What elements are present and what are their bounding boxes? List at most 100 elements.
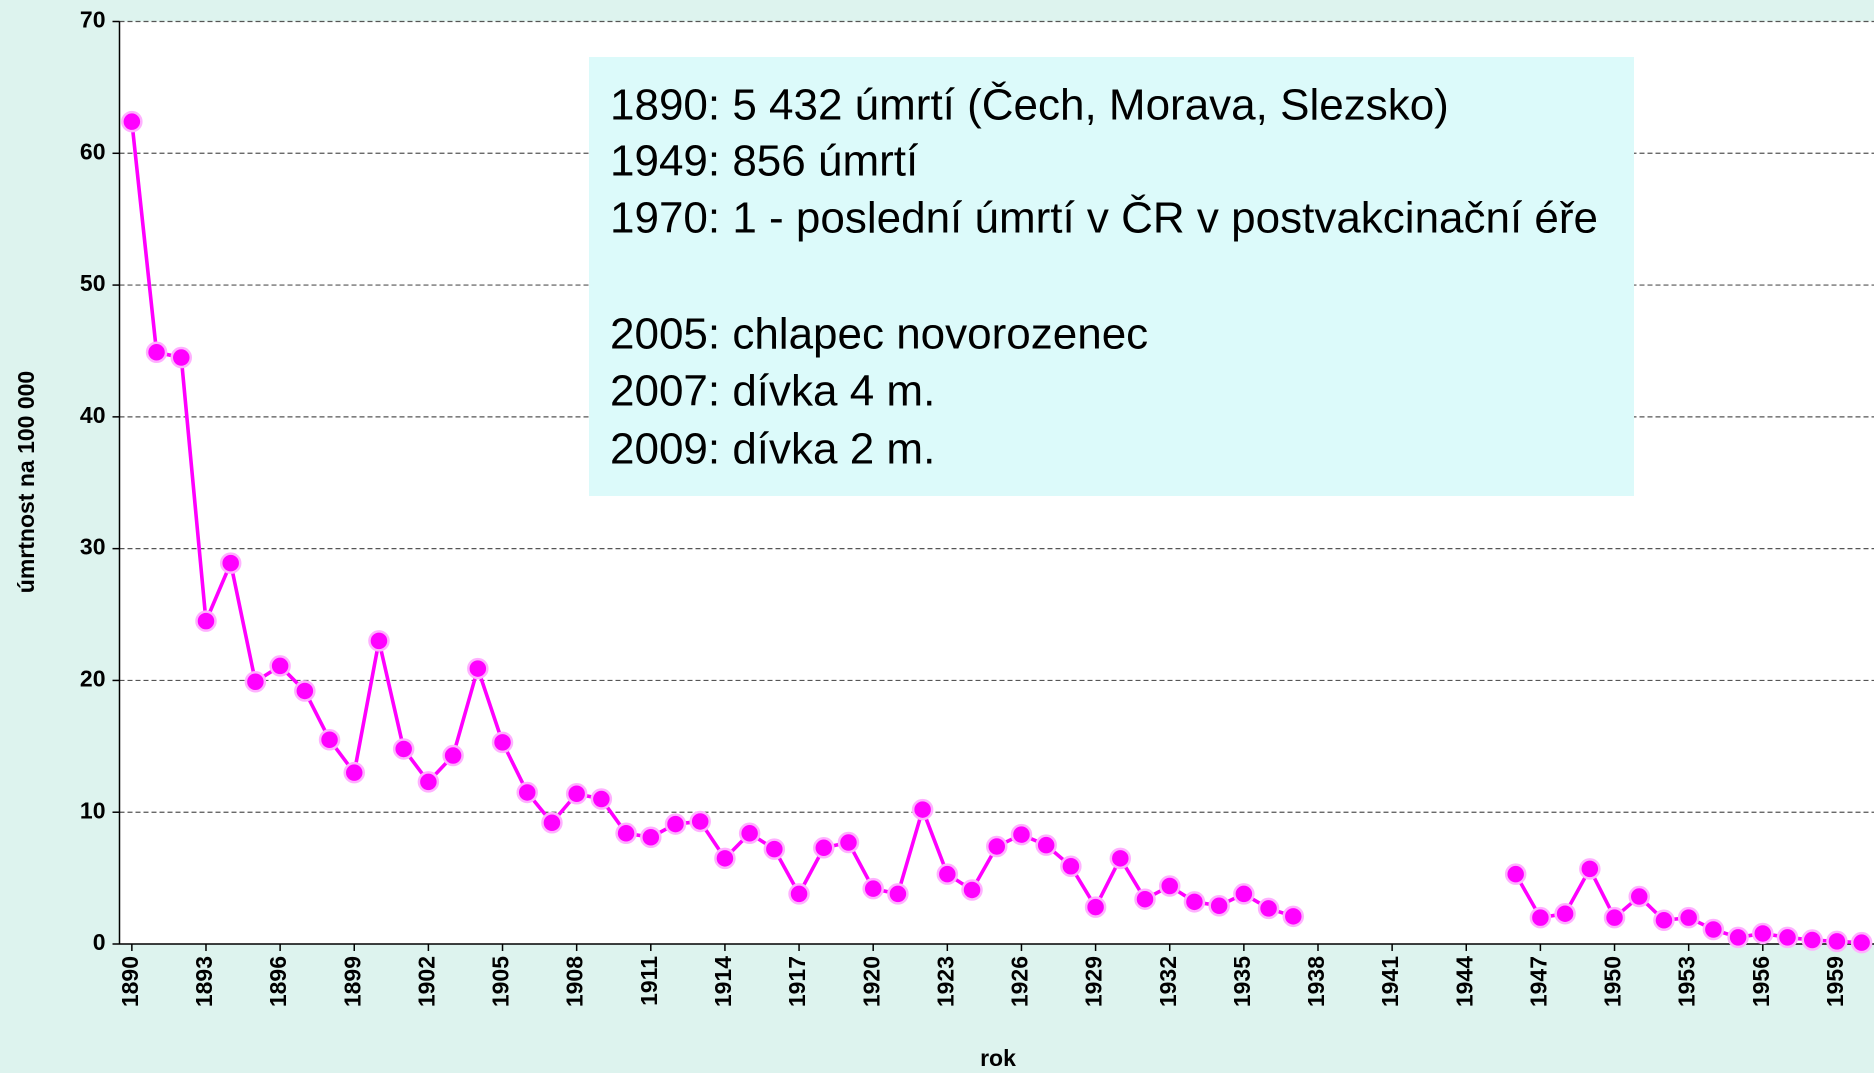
data-point (763, 838, 786, 860)
x-tick-label: 1923 (932, 956, 958, 1007)
x-tick-label: 1902 (413, 956, 439, 1007)
data-point (1035, 834, 1057, 856)
x-tick-label: 1920 (858, 956, 884, 1007)
data-point (689, 810, 711, 833)
x-tick-label: 1953 (1674, 956, 1700, 1007)
y-tick-label: 70 (80, 7, 106, 33)
data-point (294, 680, 316, 702)
data-point (1010, 823, 1033, 846)
annotation-line: 2009: dívka 2 m. (610, 425, 935, 474)
x-tick-label: 1899 (339, 956, 365, 1007)
data-point (541, 812, 563, 834)
data-point (1850, 931, 1873, 954)
x-tick-label: 1908 (562, 956, 588, 1007)
annotation-line: 1949: 856 úmrtí (610, 137, 919, 186)
data-point (1282, 905, 1305, 928)
y-tick-label: 0 (93, 929, 106, 955)
data-point (1208, 895, 1230, 917)
x-tick-label: 1938 (1303, 956, 1329, 1007)
x-tick-label: 1917 (784, 956, 810, 1007)
x-axis-label: rok (980, 1045, 1016, 1071)
data-point (1801, 929, 1823, 951)
data-point (121, 110, 143, 133)
data-point (565, 783, 588, 805)
x-tick-label: 1911 (636, 956, 662, 1006)
data-point (1752, 922, 1774, 945)
data-point (1702, 918, 1725, 941)
data-point (170, 346, 193, 369)
x-tick-label: 1890 (117, 956, 143, 1007)
x-tick-label: 1929 (1081, 956, 1107, 1007)
data-point (244, 670, 267, 693)
y-tick-label: 10 (80, 797, 106, 823)
annotation-line: 1970: 1 - poslední úmrtí v ČR v postvakc… (610, 193, 1598, 243)
data-point (1109, 847, 1132, 870)
data-point (1183, 891, 1206, 913)
y-axis-label: úmrtnost na 100 000 (13, 371, 39, 593)
data-point (961, 879, 983, 901)
x-tick-label: 1944 (1451, 956, 1477, 1007)
data-point (590, 788, 613, 810)
data-point (1529, 906, 1552, 929)
x-tick-label: 1956 (1748, 956, 1774, 1007)
data-point (738, 822, 761, 845)
y-tick-label: 20 (80, 666, 106, 692)
annotation-line: 2007: dívka 4 m. (610, 367, 935, 416)
y-tick-label: 50 (80, 270, 106, 296)
x-tick-label: 1926 (1007, 956, 1033, 1007)
data-point (467, 657, 489, 680)
x-tick-label: 1935 (1229, 956, 1255, 1007)
x-tick-label: 1914 (710, 956, 736, 1007)
data-point (1060, 855, 1082, 877)
annotation-line: 2005: chlapec novorozenec (610, 310, 1148, 359)
data-point (368, 630, 390, 652)
data-point (219, 552, 242, 574)
x-tick-label: 1941 (1377, 956, 1403, 1007)
data-point (1653, 909, 1675, 932)
data-point (911, 798, 934, 821)
data-point (862, 877, 884, 900)
x-tick-label: 1950 (1600, 956, 1626, 1007)
annotation-line: 1890: 5 432 úmrtí (Čech, Morava, Slezsko… (610, 80, 1449, 130)
x-tick-label: 1905 (488, 956, 514, 1007)
data-point (615, 822, 637, 845)
data-point (392, 738, 415, 760)
data-point (318, 728, 341, 751)
data-point (417, 771, 440, 793)
data-point (1727, 926, 1749, 949)
x-tick-label: 1947 (1525, 956, 1551, 1007)
data-point (1504, 863, 1527, 885)
data-point (1776, 926, 1799, 949)
data-point (887, 883, 909, 905)
x-tick-label: 1893 (191, 956, 217, 1007)
data-point (1158, 875, 1181, 897)
data-point (442, 744, 464, 767)
data-point (813, 837, 835, 859)
data-point (516, 781, 538, 804)
x-tick-label: 1959 (1822, 956, 1848, 1007)
data-point (1628, 885, 1650, 908)
data-point (714, 847, 736, 870)
data-point (1134, 888, 1156, 910)
data-point (837, 831, 860, 854)
annotation-box (589, 57, 1634, 496)
data-point (343, 761, 366, 784)
data-point (1233, 883, 1255, 905)
data-point (788, 883, 810, 905)
data-point (640, 826, 662, 849)
data-point (491, 731, 514, 754)
data-point (1579, 858, 1601, 880)
data-point (195, 610, 217, 632)
x-tick-label: 1896 (265, 956, 291, 1007)
data-point (269, 655, 291, 677)
data-point (1554, 902, 1576, 925)
data-point (1826, 930, 1848, 953)
data-point (1257, 897, 1280, 920)
data-point (1084, 896, 1107, 918)
y-tick-label: 40 (80, 402, 106, 428)
data-point (986, 835, 1008, 858)
y-tick-label: 30 (80, 534, 106, 560)
data-point (936, 863, 959, 885)
data-point (1677, 906, 1700, 929)
